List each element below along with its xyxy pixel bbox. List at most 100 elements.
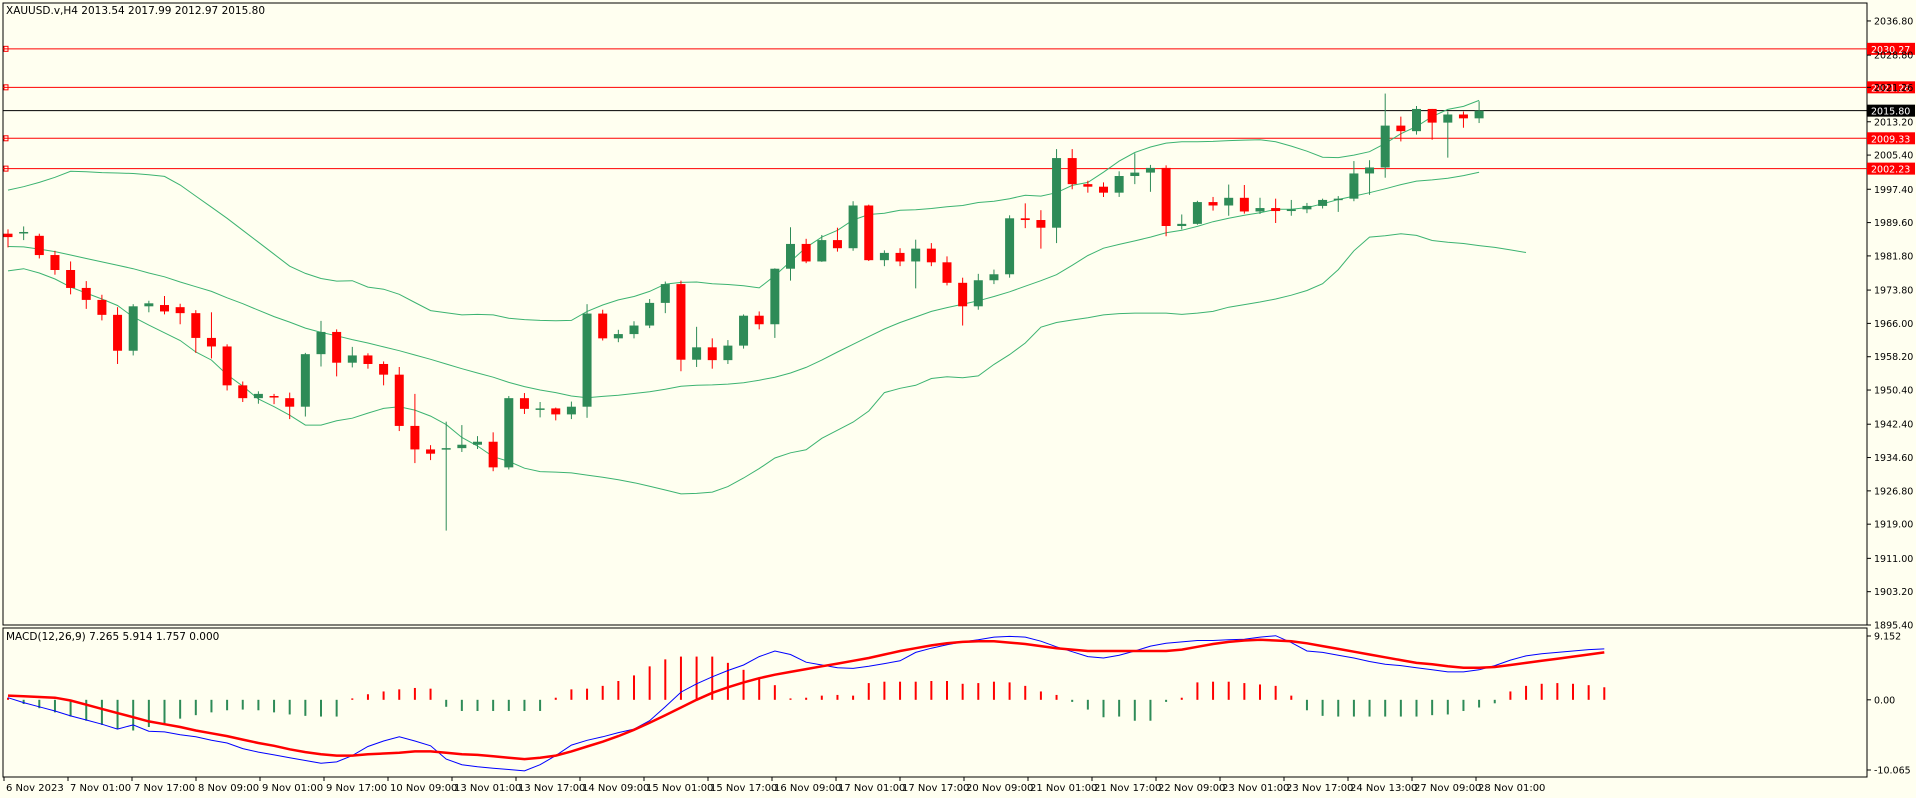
candle-body	[1005, 218, 1015, 275]
time-tick-label: 17 Nov 17:00	[902, 783, 969, 794]
candle-body	[1412, 108, 1421, 132]
bear-candle	[1067, 149, 1077, 190]
bull-candle	[613, 329, 623, 343]
bull-candle	[1443, 111, 1453, 158]
candle-body	[895, 252, 905, 262]
candle-body	[285, 398, 295, 407]
candle-body	[504, 398, 514, 468]
price-tick-label: 1926.80	[1874, 486, 1913, 497]
bear-candle	[1427, 108, 1437, 140]
bear-candle	[1458, 111, 1468, 128]
time-tick-label: 13 Nov 17:00	[518, 783, 585, 794]
level-tag-label: 2009.33	[1871, 134, 1910, 145]
candle-body	[958, 282, 968, 307]
bull-candle	[879, 250, 889, 267]
bear-candle	[113, 307, 123, 364]
candle-body	[300, 354, 310, 407]
bull-candle	[817, 234, 827, 262]
bear-candle	[379, 361, 389, 386]
candle-body	[1443, 114, 1453, 123]
bull-candle	[144, 300, 154, 313]
candle-body	[206, 337, 216, 347]
bull-candle	[535, 402, 545, 418]
bull-candle	[629, 321, 639, 339]
price-tick-label: 2005.40	[1874, 151, 1913, 162]
time-tick-label: 7 Nov 17:00	[134, 783, 195, 794]
bear-candle	[754, 311, 764, 330]
bull-candle	[1474, 101, 1484, 124]
candle-body	[1302, 205, 1312, 210]
candle-body	[1020, 218, 1030, 221]
candle-body	[113, 314, 123, 351]
bull-candle	[582, 304, 592, 418]
time-tick-label: 20 Nov 09:00	[966, 783, 1033, 794]
candle-body	[1161, 167, 1171, 226]
candle-body	[3, 233, 13, 238]
bear-candle	[191, 310, 201, 353]
price-tick-label: 1958.20	[1874, 352, 1913, 363]
candle-body	[832, 240, 842, 249]
current-price-tag	[1867, 104, 1915, 117]
candle-body	[222, 346, 232, 386]
bull-candle	[645, 299, 655, 329]
candle-body	[1130, 172, 1140, 177]
level-marker	[3, 45, 9, 52]
time-axis: 6 Nov 2023 7 Nov 01:00 7 Nov 17:00 8 Nov 09…	[3, 777, 1545, 794]
candle-body	[1365, 167, 1375, 174]
bull-candle	[1192, 200, 1202, 225]
upper-band-line	[7, 99, 1480, 322]
time-tick-label: 21 Nov 01:00	[1030, 783, 1097, 794]
time-tick-label: 23 Nov 17:00	[1286, 783, 1353, 794]
bear-candle	[1208, 196, 1218, 211]
bear-candle	[1271, 198, 1281, 224]
bull-candle	[786, 227, 795, 281]
candle-body	[1177, 223, 1187, 226]
candle-body	[347, 355, 357, 363]
bear-candle	[97, 294, 107, 321]
bull-candle	[441, 421, 451, 531]
candle-body	[1036, 220, 1046, 228]
bull-candle	[1255, 197, 1265, 215]
price-panel[interactable]	[2, 2, 1868, 626]
candle-body	[848, 205, 858, 249]
bull-candle	[1333, 196, 1343, 212]
time-tick-label: 6 Nov 2023	[6, 783, 64, 794]
price-tick-label: 1919.00	[1874, 520, 1913, 531]
candle-body	[660, 284, 670, 303]
bull-candle	[504, 396, 514, 470]
bear-candle	[410, 393, 420, 464]
bear-candle	[81, 281, 91, 309]
price-tick-label: 1981.80	[1874, 251, 1913, 262]
candle-body	[801, 243, 811, 262]
time-tick-label: 8 Nov 09:00	[198, 783, 259, 794]
candle-body	[582, 313, 592, 407]
bear-candle	[942, 256, 952, 286]
candle-body	[394, 374, 404, 426]
macd-signal-line	[7, 638, 1605, 761]
candle-body	[926, 248, 936, 263]
bull-candle	[973, 273, 983, 310]
bull-candle	[739, 314, 749, 349]
bull-candle	[660, 281, 670, 314]
macd-main-line	[7, 635, 1605, 772]
price-tick-label: 1903.20	[1874, 587, 1913, 598]
bear-candle	[206, 312, 216, 359]
candle-body	[1208, 202, 1218, 206]
candle-body	[457, 444, 467, 449]
horizontal-levels: 2030.27 2021.26 2009.33 2002.23 2015.80	[3, 42, 1915, 176]
bull-candle	[1177, 214, 1187, 230]
macd-panel[interactable]	[2, 627, 1868, 778]
candle-body	[629, 325, 639, 335]
time-tick-label: 17 Nov 01:00	[838, 783, 905, 794]
candle-body	[81, 287, 91, 300]
bull-candle	[1349, 161, 1359, 202]
bull-candle	[19, 226, 29, 241]
level-tag-label: 2030.27	[1871, 45, 1910, 56]
macd-title: MACD(12,26,9) 7.265 5.914 1.757 0.000	[6, 631, 219, 643]
bear-candle	[832, 227, 842, 252]
price-tick-label: 1942.40	[1874, 420, 1913, 431]
bear-candle	[926, 243, 936, 267]
candle-body	[66, 269, 76, 288]
